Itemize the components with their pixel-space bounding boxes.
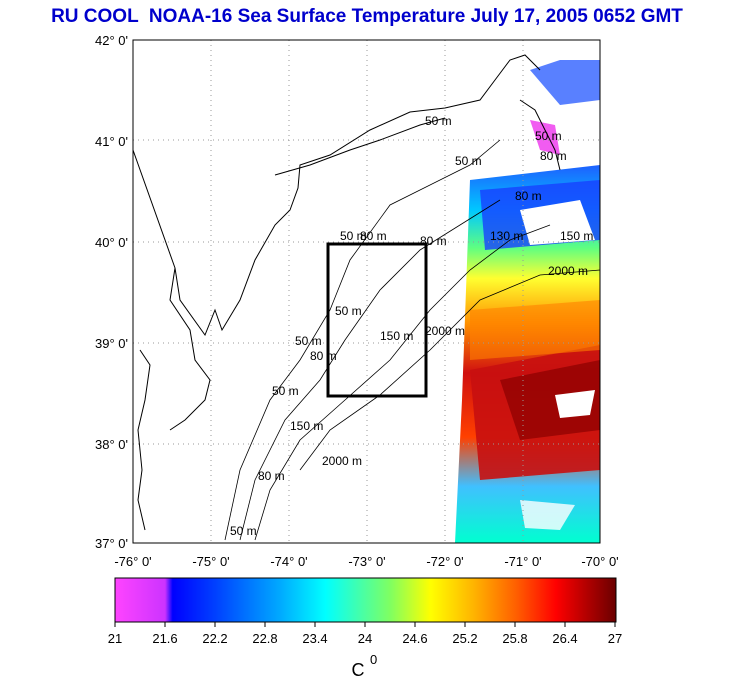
colorbar-unit-superscript: 0 — [370, 652, 377, 667]
colorbar-label: 27 — [608, 631, 622, 646]
contour-label: 80 m — [310, 349, 337, 363]
colorbar-label: 24.6 — [402, 631, 427, 646]
bathymetry-contours — [224, 139, 600, 541]
map-title: RU COOL NOAA-16 Sea Surface Temperature … — [51, 6, 683, 27]
contour-label: 80 m — [515, 189, 542, 203]
lat-tick-label: 41° 0' — [95, 134, 128, 149]
colorbar-label: 25.2 — [452, 631, 477, 646]
lat-tick-label: 40° 0' — [95, 235, 128, 250]
contour-label: 150 m — [380, 329, 413, 343]
colorbar-label: 22.8 — [252, 631, 277, 646]
contour-label: 50 m — [425, 114, 452, 128]
lon-tick-label: -75° 0' — [192, 554, 229, 569]
contour-label: 50 m — [535, 129, 562, 143]
contour-label: 50 m — [272, 384, 299, 398]
contour-label: 150 m — [560, 229, 593, 243]
colorbar-unit: C — [352, 660, 365, 680]
sst-swath — [455, 60, 600, 543]
colorbar-label: 21 — [108, 631, 122, 646]
study-area-box — [326, 242, 428, 398]
lat-tick-label: 42° 0' — [95, 33, 128, 48]
colorbar-label: 23.4 — [302, 631, 327, 646]
lat-tick-label: 39° 0' — [95, 336, 128, 351]
contour-label: 150 m — [290, 419, 323, 433]
contour-label: 50 m — [295, 334, 322, 348]
contour-label: 80 m — [258, 469, 285, 483]
lon-tick-label: -73° 0' — [348, 554, 385, 569]
contour-label: 50 m — [335, 304, 362, 318]
colorbar-label: 26.4 — [552, 631, 577, 646]
lon-tick-label: -74° 0' — [270, 554, 307, 569]
colorbar — [114, 577, 617, 623]
colorbar-label: 22.2 — [202, 631, 227, 646]
lon-tick-label: -71° 0' — [504, 554, 541, 569]
contour-label: 2000 m — [322, 454, 362, 468]
colorbar-label: 24 — [358, 631, 372, 646]
lat-tick-label: 38° 0' — [95, 437, 128, 452]
contour-label: 130 m — [490, 229, 523, 243]
contour-label: 2000 m — [425, 324, 465, 338]
contour-label: 80 m — [540, 149, 567, 163]
colorbar-label: 25.8 — [502, 631, 527, 646]
colorbar-ticks — [114, 622, 616, 627]
map-frame — [132, 39, 601, 544]
colorbar-label: 21.6 — [152, 631, 177, 646]
contour-label: 80 m — [420, 234, 447, 248]
contour-label: 50 m — [230, 524, 257, 538]
lon-tick-label: -72° 0' — [426, 554, 463, 569]
contour-label: 2000 m — [548, 264, 588, 278]
lon-tick-label: -76° 0' — [114, 554, 151, 569]
lon-tick-label: -70° 0' — [581, 554, 618, 569]
contour-label: 80 m — [360, 229, 387, 243]
contour-label: 50 m — [340, 229, 367, 243]
lat-tick-label: 37° 0' — [95, 536, 128, 551]
coastline — [133, 54, 561, 531]
contour-label: 50 m — [455, 154, 482, 168]
